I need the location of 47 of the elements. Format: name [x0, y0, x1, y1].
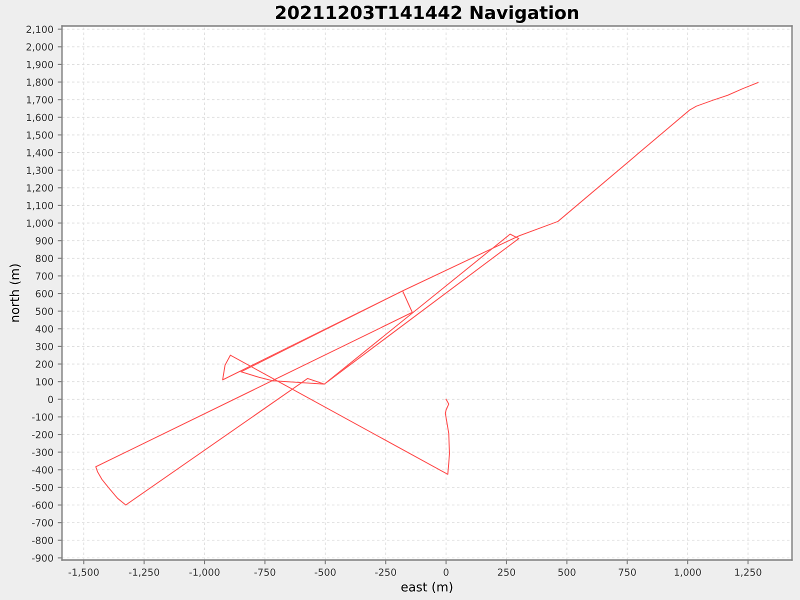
y-axis-title: north (m)	[10, 264, 21, 322]
y-tick-label: -400	[32, 466, 54, 474]
y-tick-label: -800	[32, 536, 54, 544]
y-tick-label: -200	[32, 430, 54, 438]
y-tick-label: -300	[32, 448, 54, 456]
x-tick-label: 0	[444, 568, 449, 576]
x-tick-label: 250	[498, 568, 516, 576]
x-tick-label: 1,000	[674, 568, 701, 577]
y-tick-label: 1,800	[26, 78, 54, 87]
x-tick-label: -750	[254, 568, 276, 576]
y-tick-label: 600	[36, 290, 54, 298]
x-tick-label: -1,500	[68, 568, 99, 577]
y-tick-label: 700	[36, 272, 54, 280]
y-tick-label: 1,600	[26, 114, 54, 122]
y-tick-label: -700	[32, 519, 54, 526]
x-tick-label: -1,000	[189, 568, 220, 577]
y-tick-label: 2,000	[26, 43, 54, 52]
y-tick-label: 1,200	[26, 184, 54, 193]
y-tick-label: 1,000	[26, 220, 54, 228]
y-tick-label: 1,900	[26, 60, 54, 70]
y-tick-label: 400	[36, 325, 54, 333]
y-tick-label: 1,500	[26, 131, 54, 140]
y-tick-label: 1,400	[26, 149, 54, 158]
y-tick-label: -500	[32, 484, 54, 492]
line-series	[95, 82, 758, 506]
x-tick-label: 500	[558, 568, 576, 576]
y-tick-label: -100	[32, 413, 54, 421]
y-tick-label: 1,700	[26, 96, 54, 104]
x-tick-label: 1,250	[735, 568, 762, 577]
y-tick-label: 0	[48, 396, 54, 404]
y-tick-label: -600	[32, 501, 54, 509]
x-tick-label: -1,250	[128, 568, 160, 577]
y-tick-label: 300	[36, 342, 54, 350]
y-tick-label: 200	[36, 360, 54, 368]
x-axis-title: east (m)	[401, 582, 452, 594]
y-tick-label: -900	[32, 554, 54, 562]
y-tick-label: 500	[36, 308, 54, 315]
y-tick-label: 100	[36, 378, 54, 386]
y-tick-label: 1,100	[26, 202, 54, 210]
y-tick-label: 900	[36, 237, 54, 244]
y-tick-label: 800	[36, 254, 54, 262]
chart-title: 20211203T141442 Navigation	[276, 5, 578, 23]
x-tick-label: -500	[314, 568, 336, 576]
y-tick-label: 2,100	[26, 26, 54, 34]
x-tick-label: 750	[618, 568, 636, 576]
y-tick-label: 1,300	[26, 166, 54, 175]
x-tick-label: -250	[375, 568, 396, 576]
